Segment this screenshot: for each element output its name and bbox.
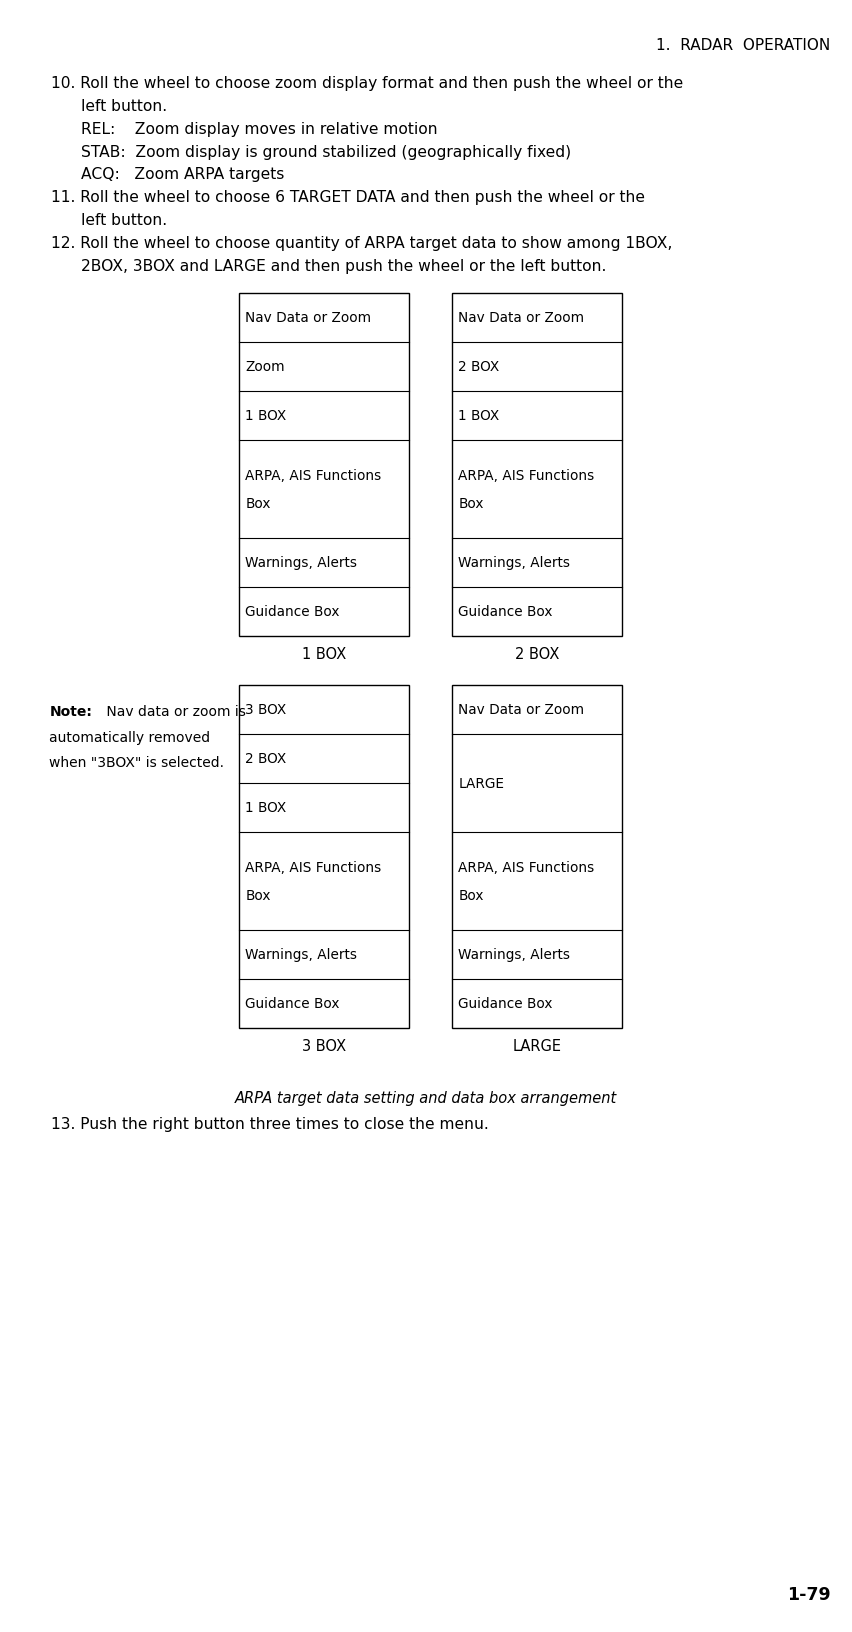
Text: ACQ:   Zoom ARPA targets: ACQ: Zoom ARPA targets [81,166,285,183]
Text: Warnings, Alerts: Warnings, Alerts [458,948,570,961]
Bar [239,294,409,636]
Text: 1.  RADAR  OPERATION: 1. RADAR OPERATION [656,38,831,52]
Text: Box: Box [458,888,484,902]
Text: Guidance Box: Guidance Box [458,605,553,619]
Text: REL:    Zoom display moves in relative motion: REL: Zoom display moves in relative moti… [81,122,438,137]
Text: Zoom: Zoom [245,361,285,374]
Text: Nav Data or Zoom: Nav Data or Zoom [458,312,584,325]
Text: LARGE: LARGE [512,1038,561,1053]
Text: 3 BOX: 3 BOX [245,703,286,716]
Text: 3 BOX: 3 BOX [302,1038,346,1053]
Text: Note:: Note: [49,705,92,720]
Text: Nav data or zoom is: Nav data or zoom is [102,705,246,720]
Text: Warnings, Alerts: Warnings, Alerts [245,948,357,961]
Bar [452,685,622,1028]
Text: 2 BOX: 2 BOX [458,361,499,374]
Text: Guidance Box: Guidance Box [245,605,340,619]
Text: Guidance Box: Guidance Box [458,997,553,1010]
Text: when "3BOX" is selected.: when "3BOX" is selected. [49,756,224,770]
Text: 1 BOX: 1 BOX [302,646,346,661]
Text: 1 BOX: 1 BOX [245,801,286,814]
Text: ARPA, AIS Functions: ARPA, AIS Functions [458,860,595,875]
Text: 12. Roll the wheel to choose quantity of ARPA target data to show among 1BOX,: 12. Roll the wheel to choose quantity of… [51,235,672,251]
Text: 10. Roll the wheel to choose zoom display format and then push the wheel or the: 10. Roll the wheel to choose zoom displa… [51,75,683,91]
Text: ARPA, AIS Functions: ARPA, AIS Functions [245,468,382,483]
Text: Warnings, Alerts: Warnings, Alerts [245,557,357,570]
Text: automatically removed: automatically removed [49,731,210,744]
Text: 11. Roll the wheel to choose 6 TARGET DATA and then push the wheel or the: 11. Roll the wheel to choose 6 TARGET DA… [51,189,645,206]
Bar [452,294,622,636]
Text: 1-79: 1-79 [787,1585,831,1603]
Text: Guidance Box: Guidance Box [245,997,340,1010]
Text: 1 BOX: 1 BOX [245,410,286,423]
Bar [239,685,409,1028]
Text: Box: Box [245,496,271,511]
Text: Box: Box [458,496,484,511]
Text: left button.: left button. [81,98,167,114]
Text: 1 BOX: 1 BOX [458,410,499,423]
Text: ARPA target data setting and data box arrangement: ARPA target data setting and data box ar… [235,1090,617,1105]
Text: 13. Push the right button three times to close the menu.: 13. Push the right button three times to… [51,1116,489,1131]
Text: ARPA, AIS Functions: ARPA, AIS Functions [245,860,382,875]
Text: Nav Data or Zoom: Nav Data or Zoom [458,703,584,716]
Text: LARGE: LARGE [458,777,504,790]
Text: 2 BOX: 2 BOX [515,646,559,661]
Text: Box: Box [245,888,271,902]
Text: Warnings, Alerts: Warnings, Alerts [458,557,570,570]
Text: STAB:  Zoom display is ground stabilized (geographically fixed): STAB: Zoom display is ground stabilized … [81,145,571,160]
Text: ARPA, AIS Functions: ARPA, AIS Functions [458,468,595,483]
Text: 2 BOX: 2 BOX [245,752,286,765]
Text: Nav Data or Zoom: Nav Data or Zoom [245,312,371,325]
Text: left button.: left button. [81,212,167,228]
Text: 2BOX, 3BOX and LARGE and then push the wheel or the left button.: 2BOX, 3BOX and LARGE and then push the w… [81,258,607,274]
